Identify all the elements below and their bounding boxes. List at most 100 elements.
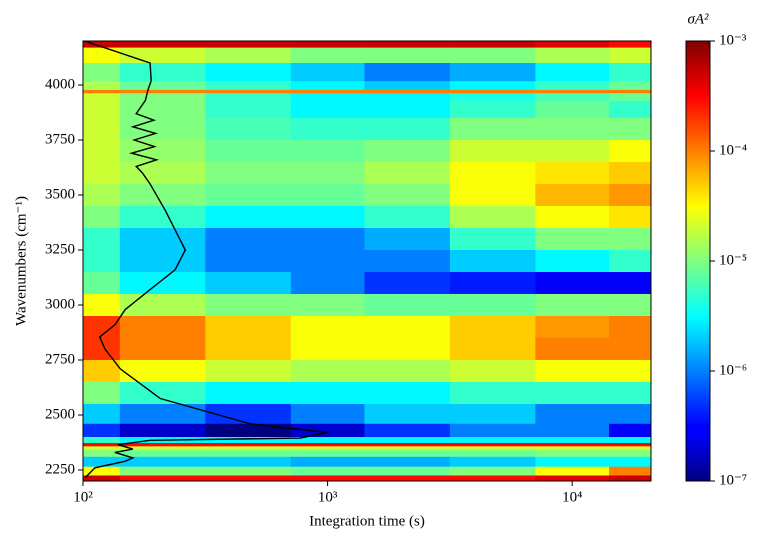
heatmap-cell (83, 228, 121, 251)
heatmap-cell (609, 47, 651, 64)
heatmap-cell (609, 360, 651, 383)
heatmap-cell (119, 338, 206, 361)
heatmap-cell (449, 140, 536, 163)
heatmap-cell (119, 450, 206, 458)
heatmap-cell (83, 450, 121, 458)
heatmap-cell (205, 162, 292, 185)
heatmap-cell (290, 443, 365, 447)
heatmap-cell (290, 272, 365, 295)
heatmap-cell (364, 360, 451, 383)
heatmap-cell (364, 437, 451, 444)
heatmap-cell (609, 184, 651, 207)
heatmap-cell (119, 446, 206, 451)
heatmap-cell (535, 272, 610, 295)
heatmap-cell (119, 382, 206, 405)
heatmap-cell (205, 316, 292, 339)
heatmap-cell (364, 47, 451, 64)
heatmap-cell (364, 316, 451, 339)
colorbar-tick-label: 10⁻⁴ (719, 142, 747, 158)
heatmap-cell (449, 443, 536, 447)
heatmap-cell (364, 456, 451, 468)
heatmap-cell (449, 184, 536, 207)
heatmap-cell (364, 466, 451, 476)
heatmap-cell (535, 250, 610, 273)
heatmap-cell (290, 456, 365, 468)
heatmap-cell (449, 118, 536, 141)
heatmap-cell (364, 338, 451, 361)
heatmap-cell (535, 437, 610, 444)
heatmap-cell (535, 450, 610, 458)
heatmap-cell (119, 118, 206, 141)
heatmap-cell (205, 250, 292, 273)
heatmap-cell (119, 184, 206, 207)
heatmap-cell (535, 475, 610, 481)
heatmap-cell (449, 446, 536, 451)
heatmap-cell (290, 437, 365, 444)
heatmap-cell (535, 63, 610, 82)
heatmap-cell (449, 206, 536, 229)
heatmap-cell (535, 456, 610, 468)
heatmap-cell (535, 41, 610, 49)
heatmap-cell (290, 228, 365, 251)
heatmap-cell (449, 89, 536, 94)
heatmap-cell (449, 228, 536, 251)
heatmap-cell (83, 184, 121, 207)
colorbar (685, 40, 711, 482)
heatmap-cell (83, 423, 121, 438)
heatmap-cell (449, 466, 536, 476)
heatmap-cell (205, 446, 292, 451)
heatmap-cell (83, 316, 121, 339)
heatmap (83, 41, 651, 481)
heatmap-cell (535, 140, 610, 163)
heatmap-cell (535, 382, 610, 405)
heatmap-cell (83, 140, 121, 163)
heatmap-cell (119, 140, 206, 163)
heatmap-cell (290, 294, 365, 317)
overlay (83, 41, 328, 479)
heatmap-cell (364, 206, 451, 229)
heatmap-cell (609, 162, 651, 185)
heatmap-cell (449, 423, 536, 438)
heatmap-cell (535, 423, 610, 438)
heatmap-cell (449, 162, 536, 185)
colorbar-tick-label: 10⁻⁶ (719, 362, 747, 378)
heatmap-cell (364, 382, 451, 405)
heatmap-cell (609, 294, 651, 317)
heatmap-cell (83, 118, 121, 141)
x-tick-label: 10² (73, 489, 93, 505)
heatmap-cell (535, 162, 610, 185)
heatmap-cell (449, 63, 536, 82)
heatmap-cell (449, 382, 536, 405)
heatmap-cell (609, 41, 651, 49)
heatmap-cell (205, 41, 292, 49)
y-tick-label: 2750 (45, 351, 75, 367)
heatmap-cell (364, 63, 451, 82)
heatmap-cell (290, 41, 365, 49)
heatmap-cell (83, 456, 121, 468)
heatmap-cell (535, 206, 610, 229)
heatmap-cell (205, 294, 292, 317)
heatmap-cell (449, 41, 536, 49)
heatmap-cell (364, 93, 451, 102)
colorbar-label: σA² (687, 11, 709, 27)
colorbar-tick-label: 10⁻⁷ (719, 472, 747, 488)
heatmap-cell (364, 272, 451, 295)
heatmap-cell (609, 446, 651, 451)
heatmap-cell (83, 382, 121, 405)
heatmap-cell (83, 63, 121, 82)
heatmap-cell (119, 93, 206, 102)
heatmap-cell (205, 228, 292, 251)
y-tick-label: 2250 (45, 461, 75, 477)
heatmap-cell (535, 100, 610, 119)
heatmap-cell (83, 443, 121, 447)
heatmap-cell (83, 41, 121, 49)
heatmap-cell (290, 63, 365, 82)
heatmap-cell (609, 475, 651, 481)
heatmap-cell (119, 360, 206, 383)
heatmap-cell (83, 360, 121, 383)
heatmap-cell (83, 206, 121, 229)
heatmap-cell (205, 456, 292, 468)
heatmap-cell (535, 184, 610, 207)
heatmap-cell (205, 47, 292, 64)
x-axis-label: Integration time (s) (309, 513, 425, 529)
